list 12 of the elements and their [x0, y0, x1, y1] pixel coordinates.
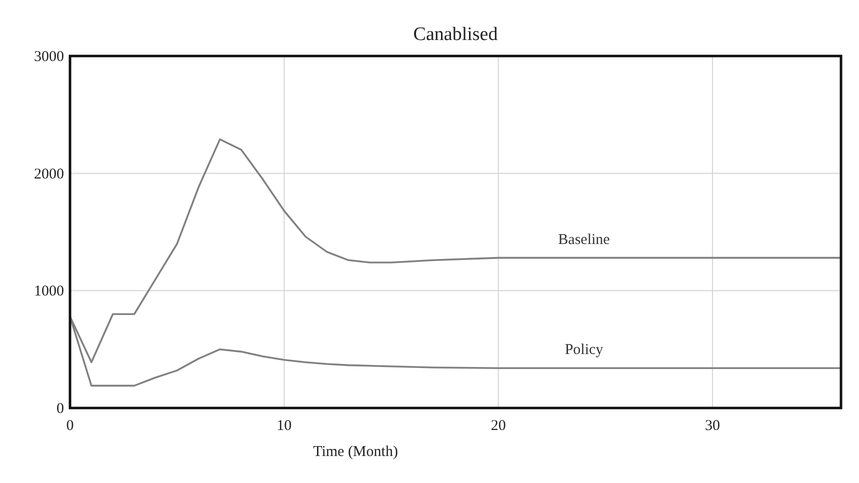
- x-tick-label: 30: [705, 418, 720, 434]
- series-label: Baseline: [558, 232, 610, 248]
- x-tick-label: 20: [490, 418, 506, 434]
- chart-title: Canablised: [413, 24, 498, 45]
- x-tick-label: 0: [66, 418, 74, 434]
- x-axis-title: Time (Month): [313, 444, 398, 460]
- series-label: Policy: [564, 342, 604, 358]
- y-tick-label: 0: [56, 401, 64, 417]
- y-tick-label: 1000: [34, 284, 64, 300]
- x-tick-label: 10: [276, 418, 292, 434]
- y-tick-label: 3000: [34, 49, 64, 65]
- y-tick-label: 2000: [34, 166, 64, 182]
